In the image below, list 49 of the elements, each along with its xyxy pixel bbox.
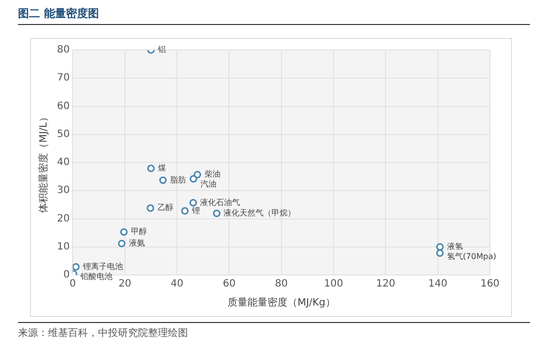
y-tick-label: 30 [56,185,70,196]
point [120,228,128,236]
annotation: 煤 [158,163,166,172]
annotation: 甲醇 [130,227,147,236]
x-axis-title: 质量能量密度（MJ/Kg） [227,296,336,309]
annotation: 氢气(70Mpa) [446,252,496,261]
x-tick-label: 60 [222,278,236,290]
annotation: 液氨 [128,238,145,248]
point [72,263,80,271]
x-tick-label: 100 [324,278,344,290]
annotation: 液化天然气（甲烷） [224,208,296,218]
y-tick-label: 80 [56,44,70,56]
point [190,175,198,183]
point [436,249,444,257]
y-tick-label: 50 [56,128,70,140]
y-tick-label: 20 [56,213,70,224]
annotation: 锂离子电池 [82,262,123,271]
point [212,210,220,218]
y-tick-label: 10 [56,241,70,252]
x-tick-label: 160 [480,278,500,290]
y-axis-title: 体积能量密度（MJ/L） [38,112,50,213]
y-tick-label: 40 [56,157,70,168]
x-tick-label: 20 [118,278,132,290]
annotation: 铅酸电池 [80,272,113,281]
annotation: 铝 [156,45,166,54]
point [146,204,154,212]
annotation: 锂 [190,206,200,215]
point [159,176,167,184]
chart-title: 图二 能量密度图 [18,6,530,25]
point [181,207,189,215]
annotation: 液氢 [446,242,463,251]
point [147,164,155,172]
point [189,198,197,206]
y-tick-label: 60 [56,100,70,112]
annotation: 乙醇 [157,203,174,212]
x-tick-label: 80 [274,278,288,290]
x-tick-label: 140 [428,278,448,290]
annotation: 脂肪 [170,175,186,184]
point [194,170,202,178]
source-note: 来源：维基百科，中投研究院整理绘图 [18,322,530,340]
point [118,240,126,248]
y-tick-label: 70 [56,72,70,84]
annotation: 柴油 [204,170,220,179]
annotation: 液化石油气 [200,198,240,207]
x-tick-label: 40 [170,278,184,290]
annotation: 汽油 [200,180,216,189]
y-tick-label: 0 [63,270,70,281]
point [436,243,444,251]
x-tick-label: 120 [376,278,396,290]
